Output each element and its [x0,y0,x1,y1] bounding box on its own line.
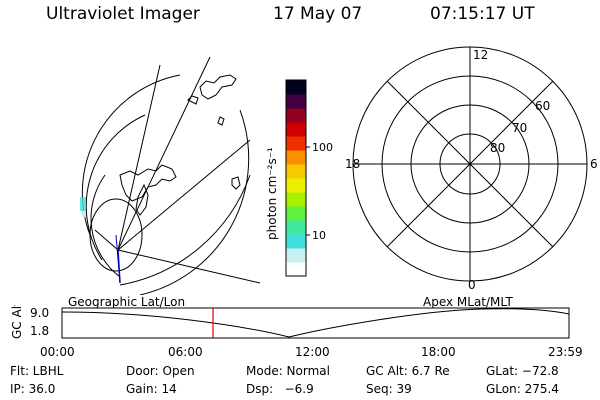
timeline-xtick: 23:59 [548,345,583,359]
time-label: 07:15:17 UT [430,4,535,24]
altitude-curve [61,308,570,338]
colorbar-swatch [286,94,306,109]
filter-info: Flt: LBHL [10,364,64,378]
colorbar-swatch [286,122,306,137]
coastline [199,74,237,100]
colorbar-swatch [286,178,306,193]
timeline-ytick-min: 1.8 [30,324,49,338]
map-lat-arc [85,114,146,261]
colorbar-unit-label: photon cm⁻²s⁻¹ [265,147,279,240]
map-lat-arc [119,174,251,286]
colorbar-swatch [286,220,306,235]
door-info: Door: Open [126,364,195,378]
colorbar-swatch [286,206,306,221]
coastline [187,95,199,105]
gain-info: Gain: 14 [126,382,177,396]
colorbar-swatch [286,262,306,277]
mlt-label-0: 0 [468,278,476,292]
mlat-label-70: 70 [512,121,527,135]
glon-info: GLon: 275.4 [486,382,559,396]
timeline-xtick: 06:00 [168,345,203,359]
map-meridian [117,249,260,284]
apex-label: Apex MLat/MLT [423,295,513,309]
coastline [119,164,177,202]
colorbar-swatch [286,136,306,151]
colorbar: 100 10 photon cm⁻²s⁻¹ [265,79,333,277]
app-title: Ultraviolet Imager [46,4,200,24]
timeline-ytick-max: 9.0 [30,306,49,320]
colorbar-swatch [286,108,306,123]
timeline-frame [61,307,570,339]
timeline-xtick: 18:00 [421,345,456,359]
date-label: 17 May 07 [273,4,363,24]
map-meridian [94,229,119,251]
timeline-ylabel: GC Alt [10,305,24,339]
map-pole-oval [89,198,143,272]
colorbar-swatch [286,192,306,207]
map-meridian [117,56,211,251]
polar-diagonal [386,80,554,248]
mlt-label-12: 12 [473,48,488,62]
mlt-label-18: 18 [345,157,360,171]
timeline-xtick: 12:00 [295,345,330,359]
colorbar-swatch [286,80,306,95]
gc-alt-info: GC Alt: 6.7 Re [366,364,450,378]
auroral-emission [80,197,86,211]
map-lat-arc [90,174,121,278]
map-meridian [117,64,161,251]
mode-info: Mode: Normal [246,364,330,378]
colorbar-swatch [286,248,306,263]
dsp-info: Dsp: −6.9 [246,382,314,396]
colorbar-swatch [286,150,306,165]
coastline [217,116,225,126]
polar-dial: 12 0 18 6 60 70 80 [345,46,598,292]
mlat-label-80: 80 [490,141,505,155]
mlt-label-6: 6 [590,157,598,171]
colorbar-tick-100: 100 [312,141,333,154]
geographic-map [80,56,260,295]
timeline-xtick: 00:00 [40,345,75,359]
colorbar-tick-10: 10 [312,229,326,242]
colorbar-swatch [286,234,306,249]
colorbar-swatch [286,164,306,179]
mlat-label-60: 60 [535,99,550,113]
geographic-label: Geographic Lat/Lon [68,295,186,309]
seq-info: Seq: 39 [366,382,412,396]
glat-info: GLat: −72.8 [486,364,559,378]
orbit-timeline: GC Alt 9.0 1.8 00:00 06:00 12:00 18:00 2… [10,305,583,359]
ip-info: IP: 36.0 [10,382,56,396]
coastline [231,176,241,190]
map-meridian [117,139,251,251]
coastline [135,183,149,216]
